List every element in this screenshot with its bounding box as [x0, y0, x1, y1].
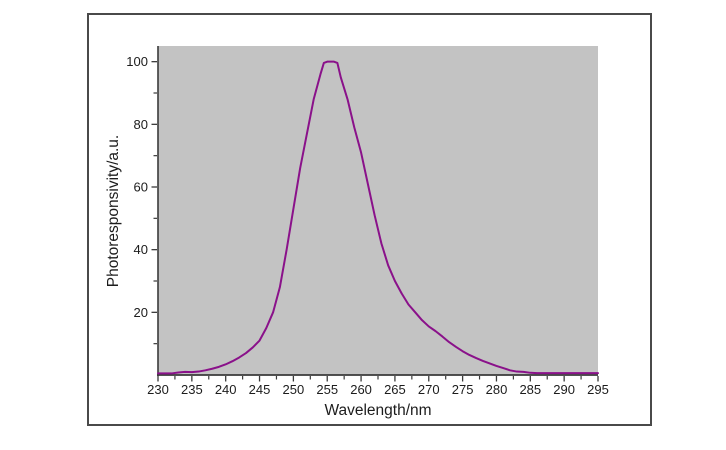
x-tick-label: 260 [350, 382, 372, 397]
x-tick-label: 235 [181, 382, 203, 397]
response-curve [157, 60, 599, 375]
figure-frame: 230 235 240 245 250 255 260 265 270 275 280 285 290 2… [87, 13, 652, 426]
y-tick-label: 100 [126, 54, 148, 69]
x-tick-label: 295 [587, 382, 609, 397]
y-axis-title: Photoresponsivity/a.u. [105, 134, 122, 288]
x-tick-label: 280 [486, 382, 508, 397]
x-tick-label: 245 [249, 382, 271, 397]
x-tick-label: 275 [452, 382, 474, 397]
x-tick-label: 250 [283, 382, 305, 397]
x-axis-title: Wavelength/nm [324, 402, 432, 419]
x-tick-label: 230 [147, 382, 169, 397]
x-tick-label: 255 [316, 382, 338, 397]
x-tick-label: 265 [384, 382, 406, 397]
x-tick-label: 270 [418, 382, 440, 397]
x-tick-label: 240 [215, 382, 237, 397]
y-tick-label: 80 [134, 117, 148, 132]
plot-area [158, 46, 598, 375]
y-tick-label: 40 [134, 242, 148, 257]
y-tick-label: 60 [134, 180, 148, 195]
x-tick-label: 290 [553, 382, 575, 397]
x-tick-label: 285 [519, 382, 541, 397]
y-tick-label: 20 [134, 305, 148, 320]
spectrum-chart: 230 235 240 245 250 255 260 265 270 275 280 285 290 2… [126, 46, 609, 397]
